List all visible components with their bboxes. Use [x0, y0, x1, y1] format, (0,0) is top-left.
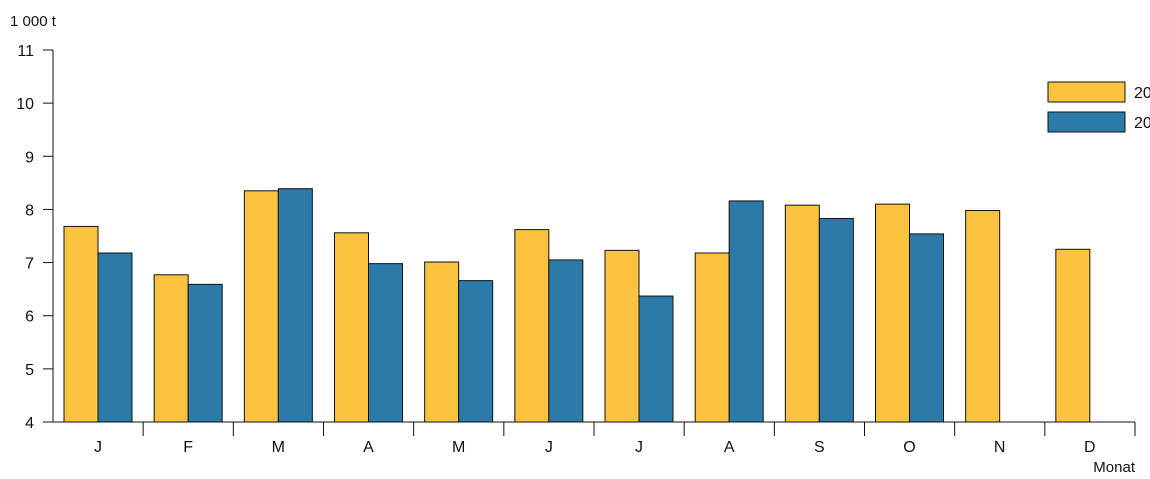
x-category-label: M: [452, 439, 465, 456]
bar-2009-1: [153, 274, 189, 423]
bar-2009-0: [63, 225, 99, 423]
bar-2010-0: [97, 252, 133, 423]
x-category-label: J: [635, 439, 643, 456]
bar-2009-2: [243, 190, 279, 423]
x-category-label: O: [903, 439, 915, 456]
legend-label-2010: 2010: [1134, 115, 1150, 132]
x-category-label: J: [545, 439, 553, 456]
bar-2010-3: [368, 263, 403, 423]
bar-2010-4: [458, 280, 494, 423]
x-category-label: N: [994, 439, 1006, 456]
y-tick-label: 5: [25, 362, 34, 379]
y-axis-unit-label: 1 000 t: [10, 13, 57, 30]
x-category-label: J: [94, 439, 102, 456]
bar-2010-9: [909, 233, 944, 423]
y-tick-label: 11: [17, 43, 34, 60]
x-category-label: D: [1084, 439, 1096, 456]
bar-2009-5: [514, 229, 550, 423]
bar-2009-3: [334, 232, 369, 423]
bar-2009-9: [875, 203, 910, 423]
x-category-label: S: [814, 439, 825, 456]
x-category-label: A: [724, 439, 735, 456]
bar-2010-7: [728, 200, 764, 423]
bar-2009-11: [1055, 248, 1091, 423]
y-axis-ticks: 4 5 6 7 8 9 10 11: [16, 43, 53, 432]
y-tick-label: 10: [16, 96, 34, 113]
bar-2009-4: [424, 261, 460, 423]
legend-swatch-2009: [1047, 81, 1126, 103]
bar-2009-8: [784, 204, 820, 423]
bar-2010-2: [277, 188, 313, 423]
y-tick-label: 7: [25, 256, 34, 273]
legend: 2009 2010: [1047, 81, 1150, 133]
y-tick-label: 6: [25, 309, 34, 326]
bar-2009-10: [965, 209, 1001, 423]
bars: [63, 188, 1091, 423]
legend-swatch-2010: [1047, 111, 1126, 133]
y-tick-label: 9: [25, 149, 34, 166]
bar-2010-5: [548, 259, 584, 423]
bar-2009-7: [694, 252, 730, 423]
bar-2010-1: [187, 283, 223, 423]
y-tick-label: 8: [25, 202, 34, 219]
y-tick-label: 4: [25, 415, 34, 432]
bar-2010-8: [818, 217, 854, 423]
bar-2010-6: [638, 295, 674, 423]
legend-label-2009: 2009: [1134, 85, 1150, 102]
x-axis-label: Monat: [1093, 459, 1136, 476]
x-category-label: F: [183, 439, 193, 456]
bar-2009-6: [604, 249, 640, 423]
x-category-label: M: [272, 439, 285, 456]
x-category-label: A: [363, 439, 374, 456]
